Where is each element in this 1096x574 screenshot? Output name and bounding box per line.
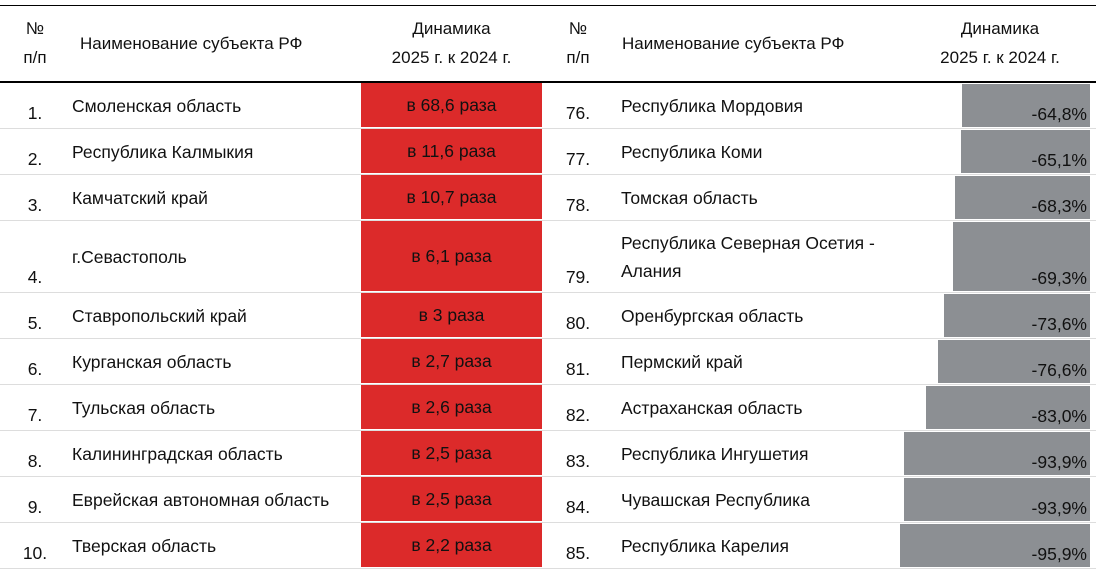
region-name: Томская область: [621, 187, 758, 208]
row-number: 1.: [27, 103, 43, 123]
decrease-cell: -76,6%: [600, 339, 1090, 384]
region-name: Тульская область: [72, 397, 216, 418]
table-row: 7. Тульская область в 2,6 раза 82. Астра…: [0, 385, 1096, 431]
header-num-line2: п/п: [566, 48, 590, 67]
decrease-bar: -69,3%: [952, 222, 1090, 291]
decrease-cell: -69,3%: [600, 221, 1090, 292]
decrease-cell: -83,0%: [600, 385, 1090, 430]
header-name-right: Наименование субъекта РФ: [622, 33, 845, 53]
header-dyn-line1: Динамика: [412, 19, 491, 38]
table-row: 3. Камчатский край в 10,7 раза 78. Томск…: [0, 175, 1096, 221]
row-number: 5.: [27, 313, 43, 333]
region-name: Республика Ингушетия: [621, 443, 809, 464]
decrease-bar: -93,9%: [904, 432, 1090, 475]
region-name: Астраханская область: [621, 397, 803, 418]
row-number: 8.: [27, 451, 43, 471]
row-number: 79.: [565, 267, 591, 287]
header-num: № п/п: [10, 5, 60, 81]
increase-value: в 6,1 раза: [361, 221, 542, 291]
increase-value: в 2,7 раза: [361, 339, 542, 383]
decrease-bar: -93,9%: [904, 478, 1090, 521]
table-row: 2. Республика Калмыкия в 11,6 раза 77. Р…: [0, 129, 1096, 175]
increase-value: в 10,7 раза: [361, 175, 542, 219]
row-number: 6.: [27, 359, 43, 379]
header-num-line2: п/п: [23, 48, 47, 67]
decrease-bar: -64,8%: [961, 84, 1090, 127]
row-number: 10.: [22, 543, 48, 563]
decrease-cell: -93,9%: [600, 431, 1090, 476]
decrease-bar: -73,6%: [944, 294, 1090, 337]
row-number: 9.: [27, 497, 43, 517]
region-name: Республика Калмыкия: [72, 141, 254, 162]
increase-value: в 68,6 раза: [361, 83, 542, 127]
header-dynamics: Динамика 2025 г. к 2024 г.: [361, 5, 542, 81]
row-number: 3.: [27, 195, 43, 215]
top-border: [0, 5, 1096, 6]
row-number: 83.: [565, 451, 591, 471]
row-number: 84.: [565, 497, 591, 517]
region-name: Ставропольский край: [72, 305, 247, 326]
row-number: 80.: [565, 313, 591, 333]
region-name: Республика Коми: [621, 141, 763, 162]
decrease-cell: -65,1%: [600, 129, 1090, 174]
decrease-bar: -68,3%: [954, 176, 1090, 219]
table-row: 4. г.Севастополь в 6,1 раза 79. Республи…: [0, 221, 1096, 293]
region-name: Пермский край: [621, 351, 743, 372]
row-number: 85.: [565, 543, 591, 563]
region-name: Чувашская Республика: [621, 489, 810, 510]
decrease-bar: -65,1%: [961, 130, 1090, 173]
decrease-bar: -95,9%: [900, 524, 1090, 567]
increase-value: в 11,6 раза: [361, 129, 542, 173]
decrease-cell: -64,8%: [600, 83, 1090, 128]
table-row: 1. Смоленская область в 68,6 раза 76. Ре…: [0, 83, 1096, 129]
region-name: Еврейская автономная область: [72, 489, 330, 510]
header-dynamics-right: Динамика 2025 г. к 2024 г.: [905, 5, 1095, 81]
table-row: 9. Еврейская автономная область в 2,5 ра…: [0, 477, 1096, 523]
row-number: 7.: [27, 405, 43, 425]
decrease-cell: -73,6%: [600, 293, 1090, 338]
table-row: 8. Калининградская область в 2,5 раза 83…: [0, 431, 1096, 477]
header-dyn-line2: 2025 г. к 2024 г.: [940, 48, 1060, 67]
header-num-right: № п/п: [553, 5, 603, 81]
decrease-cell: -93,9%: [600, 477, 1090, 522]
header-divider: [0, 81, 1096, 83]
region-name: Смоленская область: [72, 95, 242, 116]
increase-value: в 3 раза: [361, 293, 542, 337]
region-name: Калининградская область: [72, 443, 283, 464]
region-name: Камчатский край: [72, 187, 208, 208]
row-number: 77.: [565, 149, 591, 169]
header-dyn-line1: Динамика: [960, 19, 1040, 38]
increase-value: в 2,6 раза: [361, 385, 542, 429]
table-row: 6. Курганская область в 2,7 раза 81. Пер…: [0, 339, 1096, 385]
row-number: 82.: [565, 405, 591, 425]
row-number: 81.: [565, 359, 591, 379]
row-number: 2.: [27, 149, 43, 169]
header-num-line1: №: [25, 19, 45, 38]
decrease-bar: -83,0%: [925, 386, 1090, 429]
region-name: Республика Мордовия: [621, 95, 803, 116]
increase-value: в 2,2 раза: [361, 523, 542, 567]
increase-value: в 2,5 раза: [361, 431, 542, 475]
increase-value: в 2,5 раза: [361, 477, 542, 521]
decrease-cell: -68,3%: [600, 175, 1090, 220]
row-number: 4.: [27, 267, 43, 287]
region-name: Республика Карелия: [621, 535, 789, 556]
region-name: Тверская область: [72, 535, 217, 556]
region-name: Республика Северная Осетия - Алания: [621, 232, 875, 281]
decrease-cell: -95,9%: [600, 523, 1090, 568]
region-name: Оренбургская область: [621, 305, 804, 326]
header-name: Наименование субъекта РФ: [80, 33, 303, 53]
header-dyn-line2: 2025 г. к 2024 г.: [391, 48, 512, 67]
row-number: 78.: [565, 195, 591, 215]
region-name: Курганская область: [72, 351, 232, 372]
region-name: г.Севастополь: [72, 246, 187, 267]
row-number: 76.: [565, 103, 591, 123]
table-row: 5. Ставропольский край в 3 раза 80. Орен…: [0, 293, 1096, 339]
decrease-bar: -76,6%: [938, 340, 1090, 383]
table-row: 10. Тверская область в 2,2 раза 85. Респ…: [0, 523, 1096, 569]
header-num-line1: №: [568, 19, 588, 38]
